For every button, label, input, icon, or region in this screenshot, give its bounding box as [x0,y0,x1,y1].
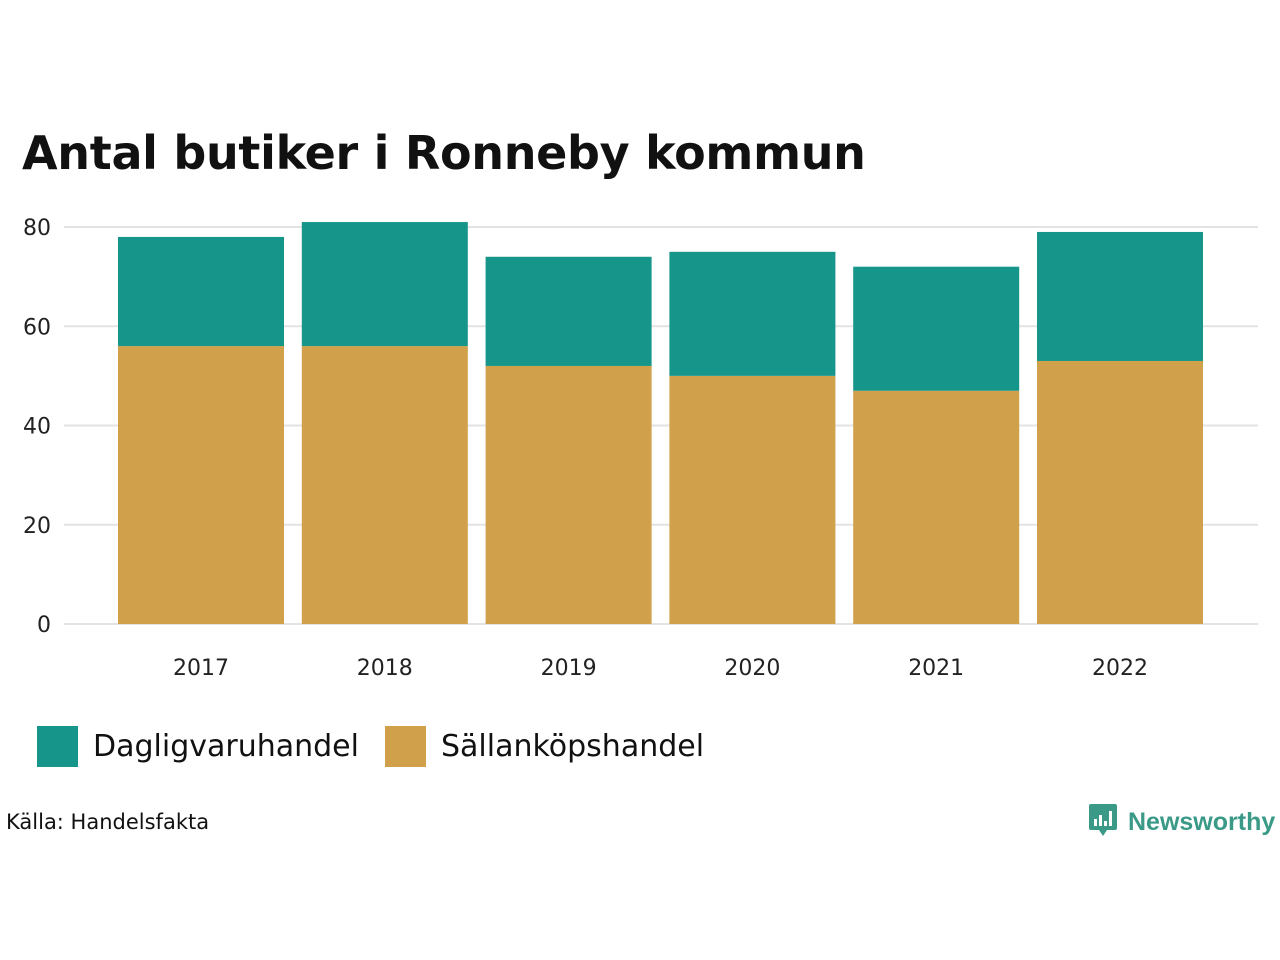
bar-dagligvaruhandel-2020 [669,251,836,376]
newsworthy-logo-icon [1088,802,1118,842]
bar-sallankopshandel-2022 [1037,360,1203,624]
bar-dagligvaruhandel-2018 [301,222,468,347]
stacked-bar-chart: 0 20 40 60 80 2017 2018 2019 2020 2021 2022 [23,216,1258,681]
legend-item-dagligvaruhandel: Dagligvaruhandel [37,726,359,767]
legend-item-sallankopshandel: Sällanköpshandel [384,726,705,767]
bar-dagligvaruhandel-2019 [485,256,652,366]
y-tick-label: 40 [23,415,51,440]
bar-dagligvaruhandel-2022 [1037,231,1203,361]
brand-name: Newsworthy [1128,807,1276,836]
bar-sallankopshandel-2018 [301,346,468,624]
bars [118,222,1203,624]
bar-sallankopshandel-2020 [669,375,836,624]
y-tick-label: 80 [23,216,51,241]
bar-sallankopshandel-2021 [853,390,1020,624]
legend-label-dagligvaruhandel: Dagligvaruhandel [93,729,359,764]
x-tick-label: 2021 [908,656,964,681]
bar-dagligvaruhandel-2021 [853,266,1020,391]
brand-logo[interactable]: Newsworthy [1088,802,1275,842]
y-tick-label: 20 [23,514,51,539]
x-axis-ticks: 2017 2018 2019 2020 2021 2022 [173,656,1148,681]
y-tick-label: 60 [23,315,51,340]
chart-title: Antal butiker i Ronneby kommun [22,126,866,180]
bar-sallankopshandel-2019 [485,365,652,624]
bar-dagligvaruhandel-2017 [118,236,284,347]
legend-swatch-dagligvaruhandel [37,726,78,767]
legend: Dagligvaruhandel Sällanköpshandel [37,726,730,767]
x-tick-label: 2019 [541,656,597,681]
x-tick-label: 2020 [724,656,780,681]
y-axis-ticks: 0 20 40 60 80 [23,216,51,638]
legend-label-sallankopshandel: Sällanköpshandel [440,729,705,764]
bar-sallankopshandel-2017 [118,346,284,624]
legend-swatch-sallankopshandel [384,726,426,767]
x-tick-label: 2017 [173,656,229,681]
x-tick-label: 2018 [357,656,413,681]
source-note: Källa: Handelsfakta [6,810,210,834]
x-tick-label: 2022 [1092,656,1148,681]
y-tick-label: 0 [37,613,51,638]
